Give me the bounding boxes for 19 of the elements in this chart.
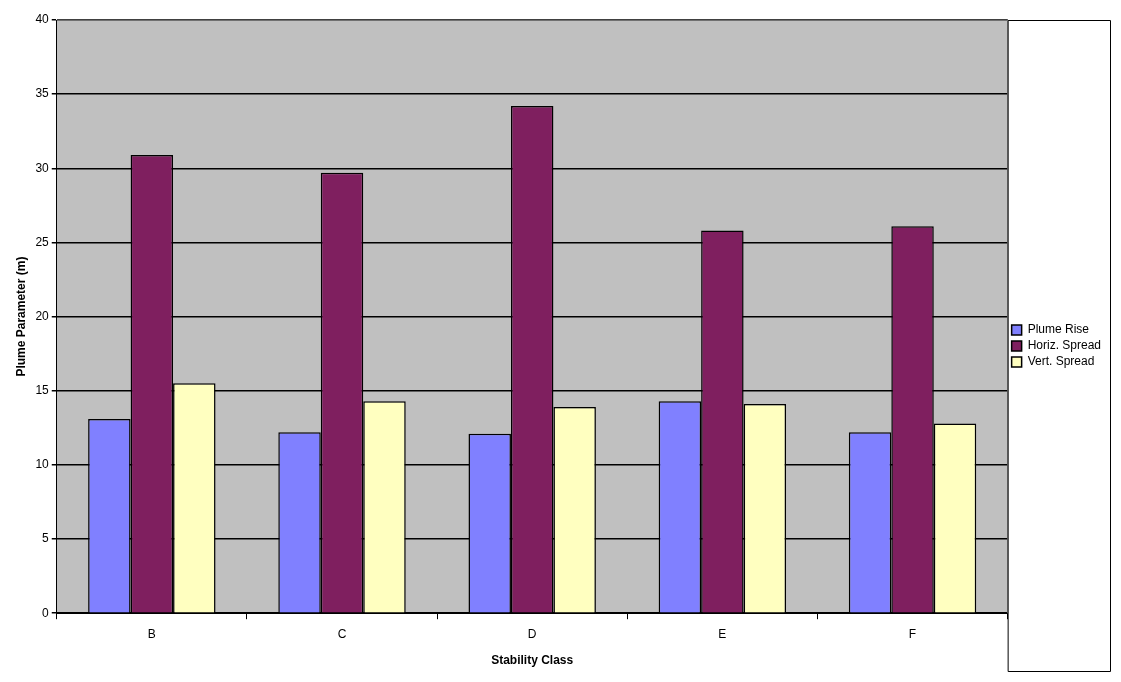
y-tick-label: 35 — [35, 86, 50, 101]
x-tick-label: D — [527, 626, 537, 641]
y-tick-label: 40 — [35, 12, 50, 27]
legend-label: Horiz. Spread — [1027, 338, 1102, 353]
y-tick-label: 20 — [35, 308, 50, 323]
legend-label: Plume Rise — [1027, 322, 1090, 337]
y-tick-label: 25 — [35, 234, 50, 249]
x-tick-label: E — [718, 626, 727, 641]
x-tick-label: F — [908, 626, 917, 641]
legend-label: Vert. Spread — [1027, 354, 1095, 369]
x-tick-label: C — [337, 626, 347, 641]
y-tick-label: 10 — [35, 457, 50, 472]
y-tick-label: 30 — [35, 160, 50, 175]
y-tick-label: 0 — [42, 605, 50, 620]
y-axis-title: Plume Parameter (m) — [13, 256, 28, 377]
x-axis-title: Stability Class — [491, 653, 574, 668]
y-tick-label: 15 — [35, 383, 50, 398]
y-tick-label: 5 — [42, 531, 50, 546]
x-tick-label: B — [147, 626, 156, 641]
